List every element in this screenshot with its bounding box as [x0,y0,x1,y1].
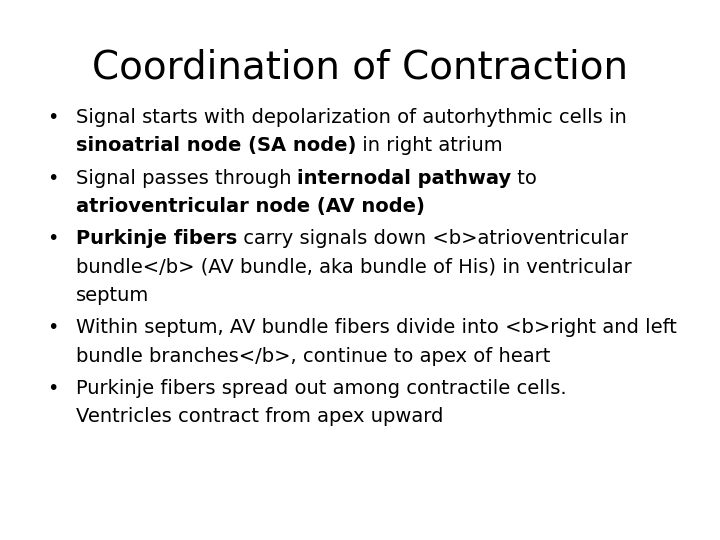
Text: sinoatrial node (SA node): sinoatrial node (SA node) [76,136,356,155]
Text: bundle</b> (AV bundle, aka bundle of His) in ventricular: bundle</b> (AV bundle, aka bundle of His… [76,258,631,276]
Text: Signal starts with depolarization of autorhythmic cells in: Signal starts with depolarization of aut… [76,108,626,127]
Text: Within septum, AV bundle fibers divide into <b>right and left: Within septum, AV bundle fibers divide i… [76,318,677,338]
Text: internodal pathway: internodal pathway [297,168,511,188]
Text: •: • [47,318,58,338]
Text: in right atrium: in right atrium [356,136,503,155]
Text: •: • [47,168,58,188]
Text: •: • [47,230,58,248]
Text: Ventricles contract from apex upward: Ventricles contract from apex upward [76,407,443,426]
Text: septum: septum [76,286,149,305]
Text: carry signals down <b>atrioventricular: carry signals down <b>atrioventricular [237,230,628,248]
Text: to: to [511,168,537,188]
Text: •: • [47,108,58,127]
Text: Coordination of Contraction: Coordination of Contraction [92,49,628,86]
Text: Purkinje fibers spread out among contractile cells.: Purkinje fibers spread out among contrac… [76,379,566,398]
Text: •: • [47,379,58,398]
Text: Purkinje fibers: Purkinje fibers [76,230,237,248]
Text: Signal passes through: Signal passes through [76,168,297,188]
Text: atrioventricular node (AV node): atrioventricular node (AV node) [76,197,425,216]
Text: bundle branches</b>, continue to apex of heart: bundle branches</b>, continue to apex of… [76,347,550,366]
